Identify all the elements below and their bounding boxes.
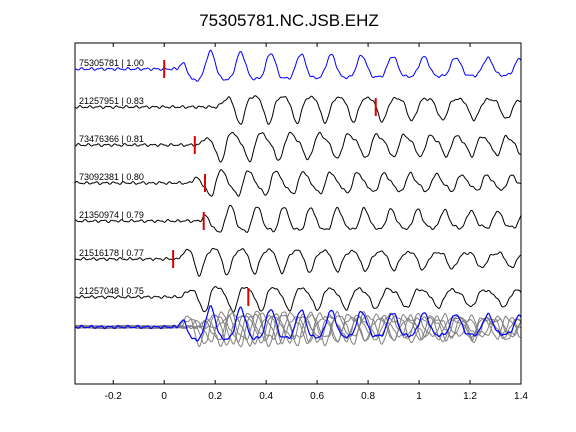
x-tick-label: 0.4	[259, 391, 273, 402]
trace-line	[74, 168, 522, 197]
trace-line	[74, 95, 522, 126]
trace-line	[74, 131, 521, 163]
x-tick-label: 0.6	[310, 391, 324, 402]
trace-line	[74, 286, 522, 313]
stack-trace-line	[74, 313, 522, 348]
trace-label: 73476366 | 0.81	[79, 134, 144, 144]
x-tick-label: 0	[161, 391, 167, 402]
x-tick-label: 1	[416, 391, 422, 402]
trace-label: 73092381 | 0.80	[79, 172, 144, 182]
x-tick-label: 0.8	[361, 391, 375, 402]
x-tick-label: 1.4	[514, 391, 528, 402]
trace-label: 21516178 | 0.77	[79, 248, 144, 258]
stack-reference-line	[74, 305, 522, 342]
chart-title: 75305781.NC.JSB.EHZ	[199, 11, 379, 30]
x-tick-label: -0.2	[105, 391, 123, 402]
plot-frame	[74, 42, 522, 385]
trace-label: 21350974 | 0.79	[79, 210, 144, 220]
trace-line	[74, 49, 522, 82]
trace-label: 21257048 | 0.75	[79, 286, 144, 296]
overlay-stack	[74, 305, 522, 348]
trace-line	[74, 204, 522, 234]
trace-line	[74, 247, 522, 277]
x-tick-label: 1.2	[463, 391, 477, 402]
x-tick-label: 0.2	[208, 391, 222, 402]
trace-stack: 75305781 | 1.00 21257951 | 0.83 73476366 |…	[74, 49, 522, 313]
trace-label: 75305781 | 1.00	[79, 58, 144, 68]
trace-label: 21257951 | 0.83	[79, 96, 144, 106]
